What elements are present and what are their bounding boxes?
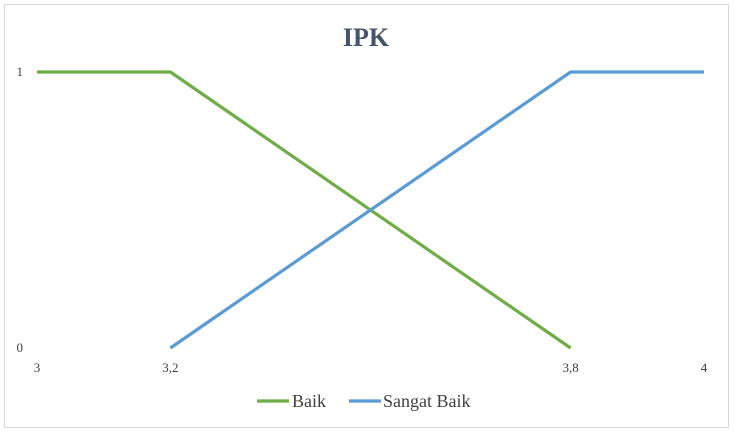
y-tick-label: 0 [17, 340, 24, 355]
legend-label: Baik [292, 391, 326, 411]
chart-frame [4, 4, 729, 428]
series-lines [37, 70, 704, 350]
x-tick-label: 3,8 [562, 360, 578, 375]
x-tick-label: 3,2 [162, 360, 178, 375]
x-tick-label: 4 [701, 360, 708, 375]
legend: Baik Sangat Baik [257, 391, 471, 411]
series-line-baik [37, 70, 572, 350]
series-line-sangat-baik [169, 70, 704, 350]
chart-title: IPK [343, 23, 390, 52]
x-tick-label: 3 [34, 360, 41, 375]
y-tick-label: 1 [17, 64, 24, 79]
x-axis-ticks: 3 3,2 3,8 4 [34, 360, 708, 375]
y-axis-ticks: 01 [17, 64, 24, 355]
legend-label: Sangat Baik [383, 391, 471, 411]
